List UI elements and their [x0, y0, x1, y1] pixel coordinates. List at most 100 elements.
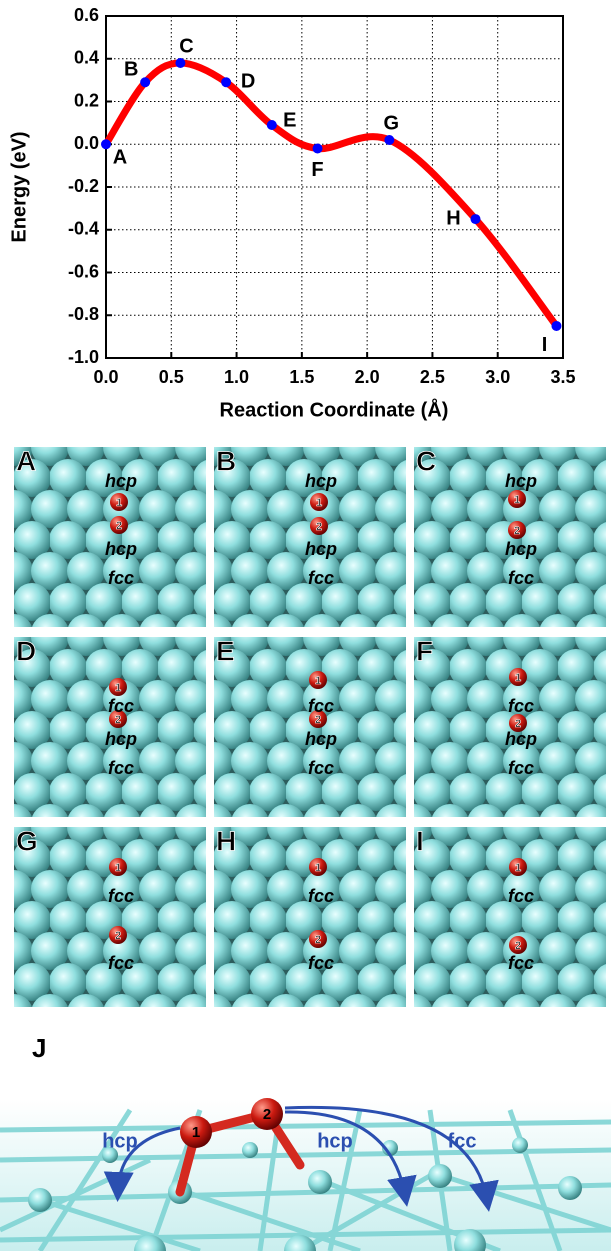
x-tick-label: 2.5	[420, 367, 445, 387]
y-tick-label: -0.6	[68, 261, 99, 281]
atom-number: 1	[316, 497, 322, 509]
energy-chart: Energy (eV) Reaction Coordinate (Å) -1.0…	[8, 5, 575, 422]
oxygen-atom	[310, 493, 328, 511]
panel-label: C	[416, 445, 436, 476]
y-tick-label: 0.6	[74, 5, 99, 25]
atom-number: 1	[115, 862, 121, 874]
data-point	[101, 139, 111, 150]
site-label: hcp	[105, 539, 137, 559]
oxygen-atom	[310, 517, 328, 535]
oxygen-atom	[509, 668, 527, 686]
y-tick-label: 0.2	[74, 90, 99, 110]
oxygen-atom	[110, 516, 128, 534]
panel: 1 2 hcp hcp fcc C	[414, 445, 606, 627]
y-tick-label: 0.0	[74, 133, 99, 153]
atom-number: 2	[115, 930, 121, 942]
data-point	[384, 134, 395, 145]
oxygen-atom	[109, 858, 127, 876]
data-point	[140, 77, 151, 88]
y-tick-label: 0.4	[74, 48, 99, 68]
oxygen-atom	[309, 858, 327, 876]
oxygen-atom	[109, 678, 127, 696]
oxygen-atom	[508, 521, 526, 539]
oxygen-atom	[508, 490, 526, 508]
oxygen-atom	[109, 710, 127, 728]
site-label: hcp	[505, 729, 537, 749]
x-tick-label: 2.0	[355, 367, 380, 387]
site-label: fcc	[508, 953, 534, 973]
panel: 1 2 fcc fcc H	[214, 825, 406, 1007]
panel-label: G	[16, 825, 38, 856]
atom-number: 1	[192, 1124, 200, 1141]
oxygen-atom	[110, 493, 128, 511]
point-label: G	[384, 112, 400, 134]
oxygen-atom	[309, 671, 327, 689]
site-label: fcc	[308, 953, 334, 973]
atom-number: 1	[115, 682, 121, 694]
atom-number: 2	[263, 1106, 271, 1123]
y-tick-label: -0.4	[68, 219, 99, 239]
point-label: C	[179, 35, 193, 57]
site-label: hcp	[505, 539, 537, 559]
point-label: A	[113, 147, 127, 169]
surface	[14, 637, 206, 817]
atom-number: 2	[515, 718, 521, 730]
panel: 1 2 hcp hcp fcc B	[214, 445, 406, 627]
panel-label: B	[216, 445, 236, 476]
atom-number: 2	[115, 714, 121, 726]
site-label: fcc	[308, 696, 334, 716]
energy-curve	[102, 59, 560, 330]
surface	[414, 827, 606, 1007]
site-label: hcp	[305, 471, 337, 491]
panel-label: E	[216, 635, 235, 666]
surface	[214, 637, 406, 817]
site-label: fcc	[108, 886, 134, 906]
lattice	[0, 1108, 611, 1251]
surface	[414, 447, 606, 627]
panel: 1 2 fcc hcp fcc F	[414, 635, 606, 817]
site-label: fcc	[308, 886, 334, 906]
data-point	[266, 120, 277, 131]
atom-number: 2	[315, 714, 321, 726]
site-label: fcc	[108, 758, 134, 778]
atom-number: 1	[515, 862, 521, 874]
point-label: I	[542, 334, 548, 356]
data-point	[221, 77, 232, 88]
y-axis-title: Energy (eV)	[8, 131, 30, 242]
panel-label: F	[416, 635, 433, 666]
atom-number: 2	[315, 934, 321, 946]
panel-label: D	[16, 635, 36, 666]
surface	[214, 827, 406, 1007]
site-label: fcc	[108, 568, 134, 588]
y-tick-label: -0.2	[68, 176, 99, 196]
site-label: fcc	[448, 1130, 477, 1152]
data-point	[470, 214, 481, 225]
arrows	[103, 1105, 499, 1212]
oxygen-atom	[309, 710, 327, 728]
site-label: fcc	[508, 886, 534, 906]
panel: 1 2 hcp hcp fcc A	[14, 445, 206, 627]
atom-number: 1	[315, 862, 321, 874]
oxygen-atom	[109, 926, 127, 944]
surface	[14, 827, 206, 1007]
surface	[14, 447, 206, 627]
site-label: hcp	[105, 471, 137, 491]
point-label: H	[446, 207, 460, 229]
site-label: hcp	[505, 471, 537, 491]
data-point	[312, 143, 323, 154]
x-tick-label: 3.5	[550, 367, 575, 387]
site-label: fcc	[108, 953, 134, 973]
oxygen-atom	[309, 930, 327, 948]
panel: 1 2 fcc fcc G	[14, 825, 206, 1007]
site-label: hcp	[305, 729, 337, 749]
data-point	[175, 58, 186, 69]
oxygen-atom	[180, 1116, 212, 1148]
atom-number: 2	[116, 520, 122, 532]
oxygen-atom	[509, 936, 527, 954]
atom-number: 1	[515, 672, 521, 684]
oxygen-atom	[509, 858, 527, 876]
oxygen-atom	[251, 1098, 283, 1130]
